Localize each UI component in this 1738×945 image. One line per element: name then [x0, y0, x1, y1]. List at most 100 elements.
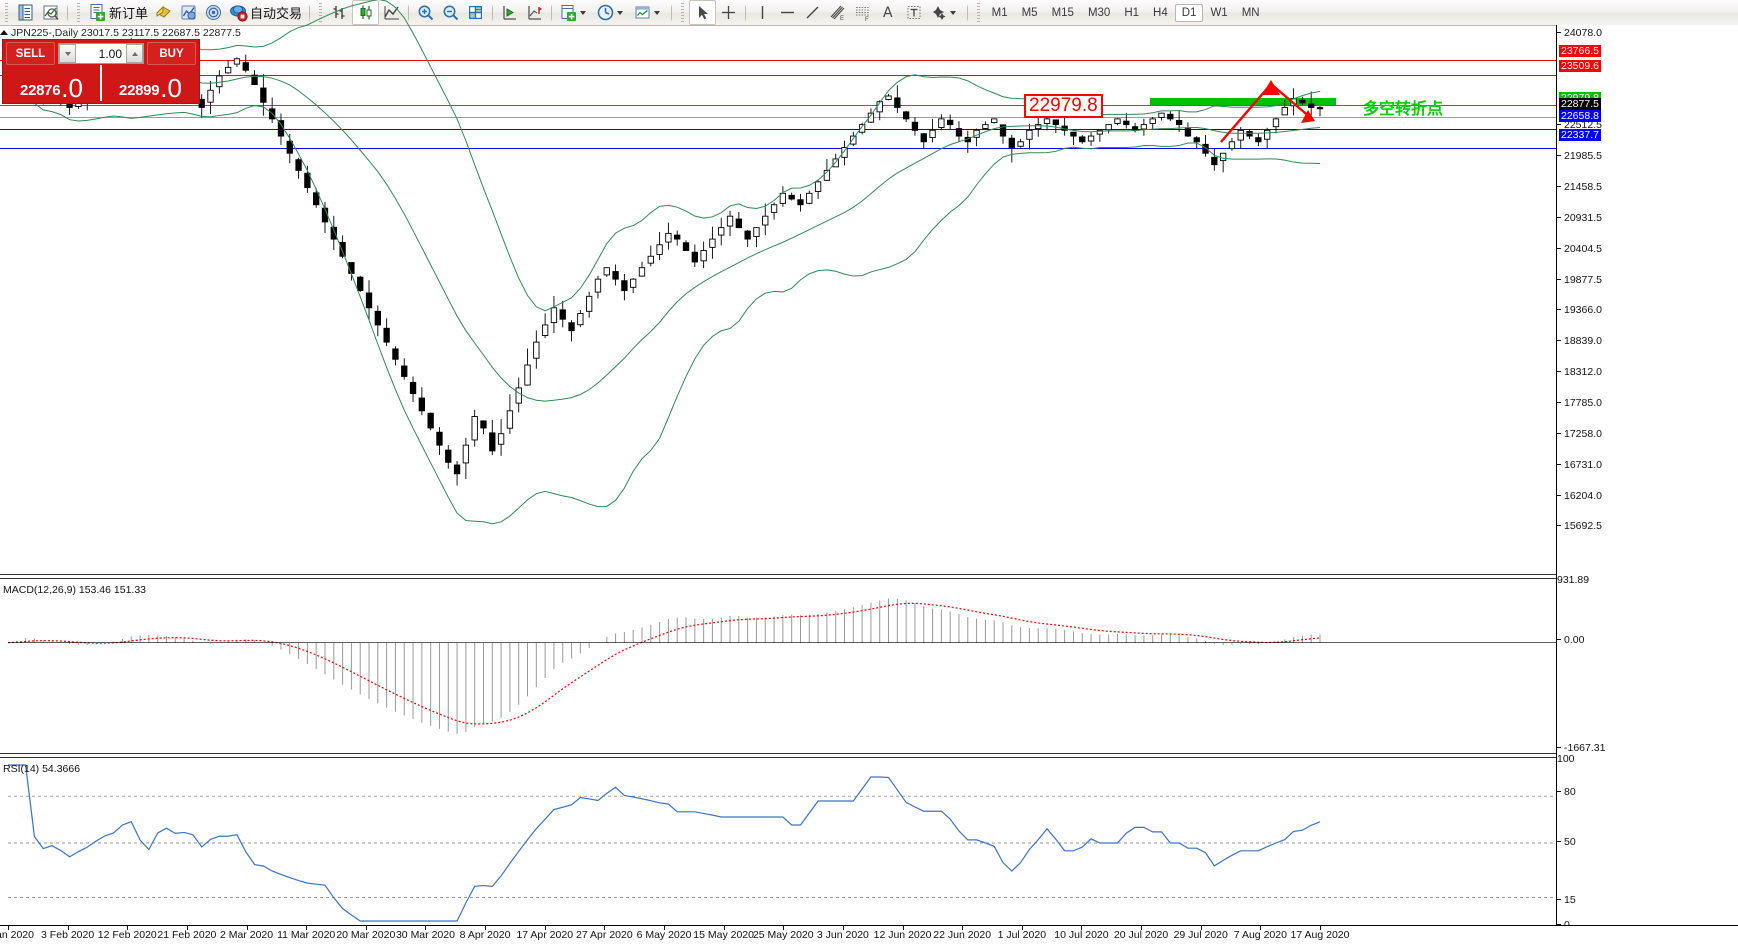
price-level-badge-support[interactable]: 22337.7	[1559, 129, 1601, 142]
chart-shift-icon	[525, 3, 544, 22]
chevron-down-icon[interactable]	[617, 10, 624, 15]
toolbar-button-indicators[interactable]	[176, 1, 201, 24]
time-tick-mark	[962, 926, 964, 930]
zoom-in-button[interactable]	[413, 1, 438, 24]
macd-indicator-label[interactable]: MACD(12,26,9) 153.46 151.33	[3, 584, 147, 596]
time-tick-label: 17 Aug 2020	[1290, 929, 1350, 941]
time-tick-mark	[8, 926, 9, 930]
time-tick-label: 25 May 2020	[752, 929, 814, 941]
toolbar-grip[interactable]	[679, 3, 687, 22]
horizontal-line-tool-button[interactable]	[775, 1, 800, 24]
sell-button[interactable]: SELL	[6, 42, 55, 65]
toolbar-button-line-chart[interactable]	[379, 1, 404, 24]
new-order-button[interactable]: 新订单	[85, 1, 151, 24]
toolbar-button-expert-advisors[interactable]	[151, 1, 176, 24]
price-annotation-box[interactable]: 22979.8	[1024, 94, 1103, 118]
toolbar-button-candlestick-chart[interactable]	[352, 0, 380, 25]
zoom-in-icon	[416, 3, 435, 22]
volume-stepper[interactable]: 1.00	[58, 43, 144, 64]
bid-price[interactable]: 22876.0	[3, 65, 100, 101]
price-level-badge-support[interactable]: 22658.8	[1559, 110, 1601, 123]
resistance-line-23766[interactable]	[0, 60, 1556, 61]
toolbar-separator	[671, 3, 673, 22]
timeframe-h4[interactable]: H4	[1153, 6, 1168, 19]
trendline-tool-button[interactable]	[800, 1, 825, 24]
buy-button[interactable]: BUY	[147, 42, 196, 65]
price-level-badge-resistance[interactable]: 23766.5	[1559, 45, 1601, 58]
vertical-line-tool-button[interactable]	[750, 1, 775, 24]
volume-decrease-button[interactable]	[59, 44, 76, 63]
ask-price-integer: 22899	[119, 82, 160, 99]
toolbar-grip[interactable]	[974, 3, 982, 22]
signal-icon	[204, 3, 223, 22]
vertical-line-icon	[753, 3, 772, 22]
volume-increase-button[interactable]	[126, 44, 143, 63]
timeframe-m30[interactable]: M30	[1087, 6, 1111, 19]
collapse-triangle-icon[interactable]	[0, 30, 8, 35]
price-level-badge-last-price[interactable]: 22877.5	[1559, 97, 1601, 110]
time-tick-label: 1 Jul 2020	[997, 929, 1047, 941]
timeframe-m1[interactable]: M1	[991, 6, 1008, 19]
timeframe-w1[interactable]: W1	[1210, 6, 1228, 19]
time-tick-label: 17 Apr 2020	[516, 929, 574, 941]
support-line-22337[interactable]	[0, 148, 1556, 149]
resistance-line-23509[interactable]	[0, 75, 1556, 76]
chevron-down-icon[interactable]	[654, 10, 661, 15]
horizontal-line-icon	[778, 3, 797, 22]
zoom-out-button[interactable]	[438, 1, 463, 24]
toolbar-grip[interactable]	[317, 3, 325, 22]
toolbar-button-bar-chart[interactable]	[327, 1, 352, 24]
bollinger-bands	[7, 0, 1321, 525]
toolbar-separator	[408, 3, 410, 22]
support-line-22658[interactable]	[0, 129, 1556, 130]
svg-text:E: E	[840, 16, 844, 22]
timeframe-m15[interactable]: M15	[1051, 6, 1074, 19]
turning-point-line-22979[interactable]	[0, 105, 1556, 106]
timeframe-d1[interactable]: D1	[1174, 3, 1204, 22]
rsi-tick-label: 100	[1557, 753, 1575, 765]
timeframe-h1[interactable]: H1	[1124, 6, 1140, 19]
chevron-down-icon[interactable]	[580, 10, 587, 15]
pane-separator-macd[interactable]	[0, 574, 1738, 579]
chart-shift-button[interactable]	[522, 1, 547, 24]
time-tick-label: 7 Aug 2020	[1233, 929, 1287, 941]
auto-scroll-button[interactable]	[497, 1, 522, 24]
toolbar-grip[interactable]	[3, 3, 10, 22]
text-label-tool-button[interactable]	[901, 1, 926, 24]
toolbar-button-market-watch[interactable]	[38, 1, 63, 24]
equidistant-channel-tool-button[interactable]: E	[825, 1, 850, 24]
trend-arrow-drawing[interactable]	[1220, 80, 1315, 143]
time-tick-mark	[723, 926, 725, 930]
rsi-tick-label: 15	[1557, 894, 1576, 906]
autotrading-button[interactable]: 自动交易	[226, 1, 305, 24]
toolbar-button-signals[interactable]	[201, 1, 226, 24]
volume-value[interactable]: 1.00	[98, 46, 122, 61]
toolbar-button-grid[interactable]	[463, 1, 488, 24]
price-axis[interactable]: 24078.0 22512.5 21985.5 21458.5 20931.5 20404…	[1556, 25, 1738, 944]
green-zone-rectangle[interactable]	[1150, 98, 1336, 105]
toolbar-grip[interactable]	[75, 3, 82, 22]
template-button[interactable]	[556, 1, 593, 24]
timeframe-m5[interactable]: M5	[1021, 6, 1038, 19]
chevron-down-icon[interactable]	[949, 10, 956, 15]
cursor-tool-button[interactable]	[689, 0, 717, 25]
shapes-tool-button[interactable]	[926, 1, 963, 24]
crosshair-tool-button[interactable]	[716, 1, 741, 24]
time-tick-label: 6 May 2020	[636, 929, 692, 941]
timeframe-mn[interactable]: MN	[1241, 6, 1260, 19]
ask-price[interactable]: 22899.0	[102, 65, 199, 101]
period-button[interactable]	[593, 1, 630, 24]
toolbar-button-document-list[interactable]	[13, 1, 38, 24]
price-level-badge-resistance[interactable]: 23509.6	[1559, 60, 1601, 73]
macd-tick-label: -1667.31	[1557, 742, 1605, 754]
toolbar-separator	[551, 3, 553, 22]
fibonacci-tool-button[interactable]: F	[850, 1, 875, 24]
turning-point-label[interactable]: 多空转折点	[1363, 99, 1444, 118]
pane-separator-rsi[interactable]	[0, 753, 1738, 758]
indicator-list-button[interactable]	[630, 1, 667, 24]
rsi-indicator-label[interactable]: RSI(14) 54.3666	[3, 763, 81, 775]
last-price-line-22877[interactable]	[0, 117, 1556, 118]
text-tool-button[interactable]: A	[875, 1, 901, 24]
